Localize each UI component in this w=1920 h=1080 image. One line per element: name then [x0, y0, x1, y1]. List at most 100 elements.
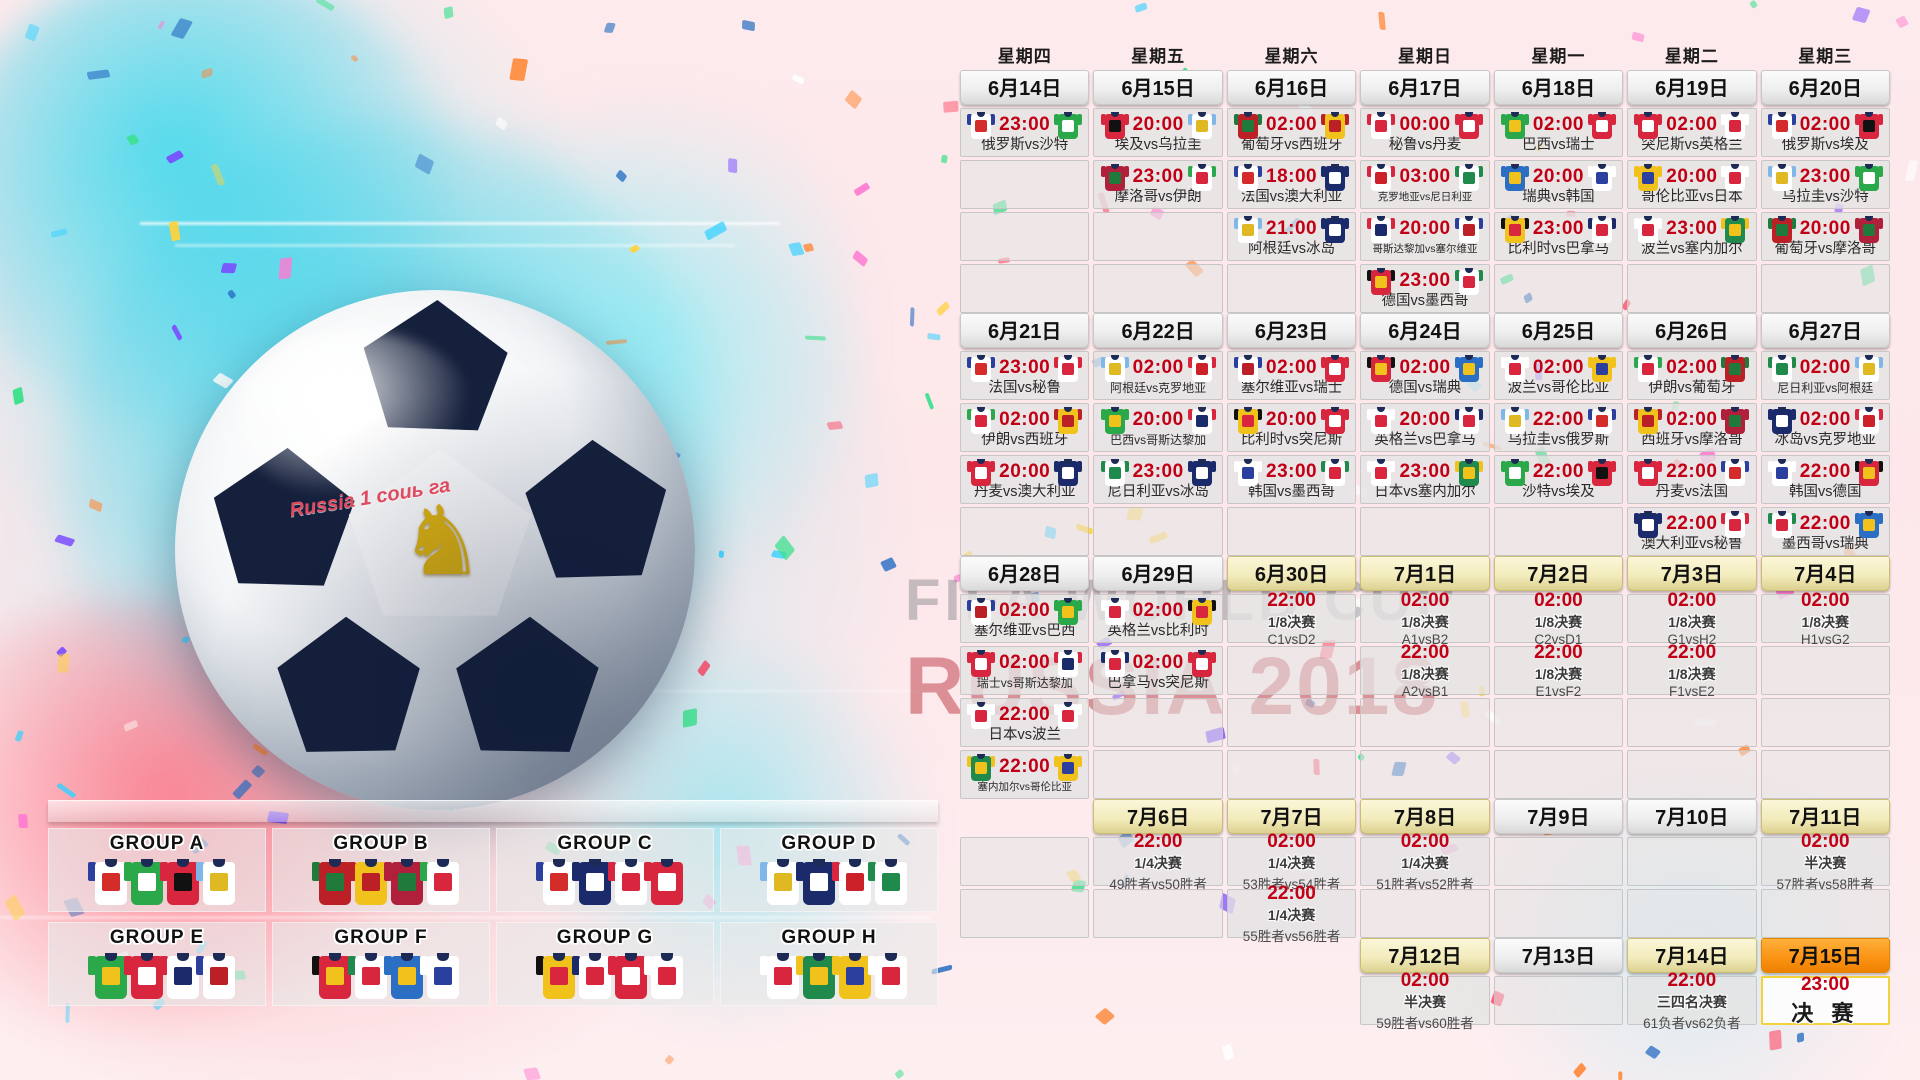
- match-cell[interactable]: 02:00 西班牙vs摩洛哥: [1627, 403, 1757, 452]
- date-header-7月14日[interactable]: 7月14日: [1627, 938, 1757, 973]
- knockout-match-cell[interactable]: 22:00 1/8决赛 C1vsD2: [1226, 590, 1357, 647]
- date-header-6月27日[interactable]: 6月27日: [1760, 313, 1890, 348]
- knockout-match-cell[interactable]: 22:00 1/8决赛 F1vsE2: [1627, 642, 1757, 699]
- date-header-6月23日[interactable]: 6月23日: [1226, 313, 1357, 348]
- match-cell[interactable]: 02:00 阿根廷vs克罗地亚: [1093, 351, 1223, 400]
- date-header-7月10日[interactable]: 7月10日: [1627, 799, 1757, 834]
- match-cell[interactable]: 23:00 德国vs墨西哥: [1360, 264, 1490, 313]
- match-cell[interactable]: 02:00 英格兰vs比利时: [1093, 594, 1223, 643]
- date-header-6月20日[interactable]: 6月20日: [1760, 70, 1890, 105]
- match-cell[interactable]: 02:00 俄罗斯vs埃及: [1760, 108, 1890, 157]
- match-cell[interactable]: 20:00 哥伦比亚vs日本: [1627, 160, 1757, 209]
- date-header-7月3日[interactable]: 7月3日: [1627, 556, 1757, 591]
- match-cell[interactable]: 18:00 法国vs澳大利亚: [1226, 160, 1357, 209]
- group-box-group-f[interactable]: GROUP F: [272, 922, 490, 1006]
- knockout-match-cell[interactable]: 22:00 1/4决赛 49胜者vs50胜者: [1093, 831, 1223, 892]
- group-box-group-a[interactable]: GROUP A: [48, 828, 266, 912]
- knockout-match-cell[interactable]: 02:00 1/4决赛 51胜者vs52胜者: [1360, 831, 1490, 892]
- match-cell[interactable]: 20:00 哥斯达黎加vs塞尔维亚: [1360, 212, 1490, 261]
- match-cell[interactable]: 02:00 瑞士vs哥斯达黎加: [960, 646, 1090, 695]
- knockout-match-cell[interactable]: 22:00 1/8决赛 A2vsB1: [1360, 642, 1490, 699]
- match-cell[interactable]: 20:00 埃及vs乌拉圭: [1093, 108, 1223, 157]
- date-header-6月29日[interactable]: 6月29日: [1093, 556, 1223, 591]
- date-header-6月21日[interactable]: 6月21日: [960, 313, 1090, 348]
- match-cell[interactable]: 20:00 丹麦vs澳大利亚: [960, 455, 1090, 504]
- knockout-match-cell[interactable]: 02:00 半决赛 57胜者vs58胜者: [1760, 831, 1890, 892]
- date-header-6月24日[interactable]: 6月24日: [1360, 313, 1490, 348]
- match-cell[interactable]: 23:00 波兰vs塞内加尔: [1627, 212, 1757, 261]
- date-header-7月11日[interactable]: 7月11日: [1760, 799, 1890, 834]
- date-header-6月19日[interactable]: 6月19日: [1627, 70, 1757, 105]
- date-header-7月2日[interactable]: 7月2日: [1493, 556, 1624, 591]
- match-cell[interactable]: 02:00 伊朗vs葡萄牙: [1627, 351, 1757, 400]
- group-box-group-e[interactable]: GROUP E: [48, 922, 266, 1006]
- match-cell[interactable]: 03:00 克罗地亚vs尼日利亚: [1360, 160, 1490, 209]
- match-cell[interactable]: 23:00 比利时vs巴拿马: [1493, 212, 1624, 261]
- date-header-6月30日[interactable]: 6月30日: [1226, 556, 1357, 591]
- match-cell[interactable]: 23:00 日本vs塞内加尔: [1360, 455, 1490, 504]
- match-cell[interactable]: 02:00 冰岛vs克罗地亚: [1760, 403, 1890, 452]
- date-header-7月12日[interactable]: 7月12日: [1360, 938, 1490, 973]
- knockout-match-cell[interactable]: 22:00 三四名决赛 61负者vs62负者: [1627, 970, 1757, 1031]
- date-header-6月16日[interactable]: 6月16日: [1226, 70, 1357, 105]
- date-header-7月7日[interactable]: 7月7日: [1226, 799, 1357, 834]
- group-box-group-g[interactable]: GROUP G: [496, 922, 714, 1006]
- match-cell[interactable]: 22:00 丹麦vs法国: [1627, 455, 1757, 504]
- date-header-7月8日[interactable]: 7月8日: [1360, 799, 1490, 834]
- match-cell[interactable]: 22:00 塞内加尔vs哥伦比亚: [960, 750, 1090, 799]
- date-header-6月22日[interactable]: 6月22日: [1093, 313, 1223, 348]
- match-cell[interactable]: 23:00 韩国vs墨西哥: [1226, 455, 1357, 504]
- match-cell[interactable]: 02:00 葡萄牙vs西班牙: [1226, 108, 1357, 157]
- date-header-6月25日[interactable]: 6月25日: [1493, 313, 1624, 348]
- knockout-match-cell[interactable]: 22:00 1/8决赛 E1vsF2: [1493, 642, 1624, 699]
- date-header-7月9日[interactable]: 7月9日: [1493, 799, 1624, 834]
- match-cell[interactable]: 02:00 塞尔维亚vs瑞士: [1226, 351, 1357, 400]
- match-cell[interactable]: 02:00 尼日利亚vs阿根廷: [1760, 351, 1890, 400]
- match-cell[interactable]: 23:00 摩洛哥vs伊朗: [1093, 160, 1223, 209]
- date-header-7月13日[interactable]: 7月13日: [1493, 938, 1624, 973]
- date-header-6月26日[interactable]: 6月26日: [1627, 313, 1757, 348]
- knockout-match-cell[interactable]: 02:00 1/4决赛 53胜者vs54胜者: [1226, 831, 1357, 892]
- match-cell[interactable]: 20:00 葡萄牙vs摩洛哥: [1760, 212, 1890, 261]
- match-cell[interactable]: 21:00 阿根廷vs冰岛: [1226, 212, 1357, 261]
- match-cell[interactable]: 23:00 法国vs秘鲁: [960, 351, 1090, 400]
- knockout-match-cell[interactable]: 22:00 1/4决赛 55胜者vs56胜者: [1226, 883, 1357, 944]
- match-cell[interactable]: 00:00 秘鲁vs丹麦: [1360, 108, 1490, 157]
- date-header-6月17日[interactable]: 6月17日: [1360, 70, 1490, 105]
- match-cell[interactable]: 23:00 尼日利亚vs冰岛: [1093, 455, 1223, 504]
- match-cell[interactable]: 02:00 巴拿马vs突尼斯: [1093, 646, 1223, 695]
- date-header-6月14日[interactable]: 6月14日: [960, 70, 1090, 105]
- match-cell[interactable]: 20:00 瑞典vs韩国: [1493, 160, 1624, 209]
- match-cell[interactable]: 23:00 俄罗斯vs沙特: [960, 108, 1090, 157]
- date-header-7月6日[interactable]: 7月6日: [1093, 799, 1223, 834]
- match-cell[interactable]: 22:00 韩国vs德国: [1760, 455, 1890, 504]
- match-cell[interactable]: 23:00 乌拉圭vs沙特: [1760, 160, 1890, 209]
- date-header-6月18日[interactable]: 6月18日: [1493, 70, 1624, 105]
- knockout-match-cell[interactable]: 02:00 1/8决赛 G1vsH2: [1627, 590, 1757, 647]
- match-cell[interactable]: 02:00 伊朗vs西班牙: [960, 403, 1090, 452]
- match-cell[interactable]: 20:00 英格兰vs巴拿马: [1360, 403, 1490, 452]
- match-cell[interactable]: 02:00 巴西vs瑞士: [1493, 108, 1624, 157]
- knockout-match-cell[interactable]: 02:00 1/8决赛 C2vsD1: [1493, 590, 1624, 647]
- match-cell[interactable]: 02:00 突尼斯vs英格兰: [1627, 108, 1757, 157]
- match-cell[interactable]: 02:00 波兰vs哥伦比亚: [1493, 351, 1624, 400]
- match-cell[interactable]: 22:00 日本vs波兰: [960, 698, 1090, 747]
- match-cell[interactable]: 20:00 巴西vs哥斯达黎加: [1093, 403, 1223, 452]
- group-box-group-d[interactable]: GROUP D: [720, 828, 938, 912]
- group-box-group-h[interactable]: GROUP H: [720, 922, 938, 1006]
- date-header-6月15日[interactable]: 6月15日: [1093, 70, 1223, 105]
- date-header-7月4日[interactable]: 7月4日: [1760, 556, 1890, 591]
- group-box-group-c[interactable]: GROUP C: [496, 828, 714, 912]
- date-header-7月1日[interactable]: 7月1日: [1360, 556, 1490, 591]
- match-cell[interactable]: 22:00 澳大利亚vs秘鲁: [1627, 507, 1757, 556]
- knockout-match-cell[interactable]: 02:00 1/8决赛 H1vsG2: [1760, 590, 1890, 647]
- date-header-7月15日[interactable]: 7月15日: [1760, 938, 1890, 973]
- match-cell[interactable]: 20:00 比利时vs突尼斯: [1226, 403, 1357, 452]
- match-cell[interactable]: 02:00 塞尔维亚vs巴西: [960, 594, 1090, 643]
- group-box-group-b[interactable]: GROUP B: [272, 828, 490, 912]
- match-cell[interactable]: 22:00 沙特vs埃及: [1493, 455, 1624, 504]
- match-cell[interactable]: 02:00 德国vs瑞典: [1360, 351, 1490, 400]
- date-header-6月28日[interactable]: 6月28日: [960, 556, 1090, 591]
- match-cell[interactable]: 22:00 墨西哥vs瑞典: [1760, 507, 1890, 556]
- knockout-match-cell[interactable]: 02:00 半决赛 59胜者vs60胜者: [1360, 970, 1490, 1031]
